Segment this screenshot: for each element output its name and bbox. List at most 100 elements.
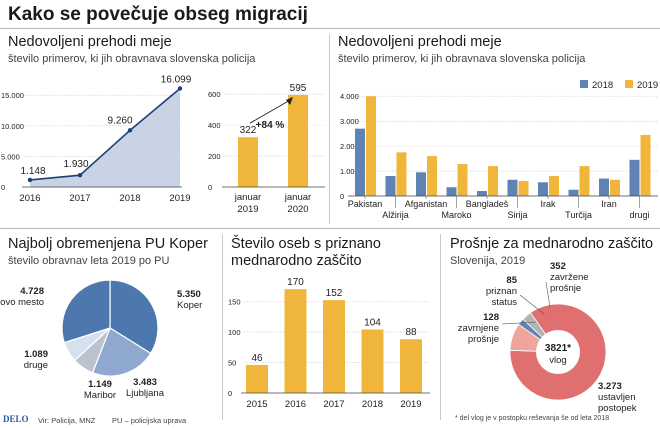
jan-ytick-label: 0 xyxy=(208,183,212,192)
prot-x-label: 2018 xyxy=(362,399,383,410)
countries-x-label: Iran xyxy=(601,199,617,209)
divider-bottom-right xyxy=(440,234,441,420)
line-x-label: 2016 xyxy=(19,193,40,204)
s1-title: Nedovoljeni prehodi meje xyxy=(8,34,172,50)
prot-ytick-label: 100 xyxy=(228,328,241,337)
legend-swatch-2019 xyxy=(625,80,633,88)
countries-bar-2018 xyxy=(416,172,426,196)
prot-bar xyxy=(246,364,268,393)
app-donut-hole xyxy=(536,330,580,374)
countries-bar-2018 xyxy=(629,159,640,196)
countries-x-label: Irak xyxy=(540,199,556,209)
line-data-label: 1.930 xyxy=(63,159,88,170)
pu-value-label: 5.350 xyxy=(177,289,201,300)
countries-ytick-label: 4.000 xyxy=(340,92,359,101)
prot-x-label: 2016 xyxy=(285,399,306,410)
app-text-label: prošnje xyxy=(550,283,581,294)
line-series xyxy=(29,87,181,181)
s1-subtitle: število primerov, ki jih obravnava slove… xyxy=(8,53,256,65)
prot-data-label: 104 xyxy=(364,317,381,328)
app-leader-line xyxy=(545,281,551,308)
countries-ytick-label: 0 xyxy=(340,192,344,201)
app-text-label: prošnje xyxy=(468,334,499,345)
jan-x-label: januar xyxy=(234,192,261,203)
pu-slice xyxy=(91,327,152,377)
pu-name-label: druge xyxy=(24,360,48,371)
countries-x-label: Alžirija xyxy=(382,210,409,220)
chart-protection-bars: 150 100 50 0 46 2015 170 2016 152 2017 104 2018 88 20… xyxy=(228,277,430,410)
app-text-label: status xyxy=(492,297,518,308)
countries-ytick-label: 2.000 xyxy=(340,142,359,151)
line-ytick-label: 15.000 xyxy=(1,91,24,100)
legend-label-2018: 2018 xyxy=(592,80,613,91)
countries-bar-2019 xyxy=(518,181,529,196)
countries-bar-2018 xyxy=(568,189,579,196)
jan-x-label: 2020 xyxy=(287,204,308,215)
app-text-label: zavrnjene xyxy=(458,323,499,334)
line-point xyxy=(77,172,83,178)
countries-bar-2019 xyxy=(640,134,651,196)
pu-name-label: Koper xyxy=(177,300,202,311)
chart-line-area: 15.000 10.000 5.000 0 1.148 2016 1.930 2017 9.26… xyxy=(1,74,192,204)
pu-value-label: 4.728 xyxy=(20,286,44,297)
line-ytick-label: 5.000 xyxy=(1,152,20,161)
line-point xyxy=(127,128,133,133)
app-text-label: postopek xyxy=(598,403,637,414)
jan-bar xyxy=(288,94,308,187)
divider-bottom-left xyxy=(222,234,223,420)
line-data-label: 1.148 xyxy=(20,166,45,177)
prot-bar xyxy=(400,339,422,393)
countries-bar-2019 xyxy=(549,176,559,196)
prot-data-label: 88 xyxy=(405,327,417,338)
countries-bar-2019 xyxy=(427,156,437,196)
countries-bar-2019 xyxy=(366,96,376,196)
countries-bar-2018 xyxy=(446,187,457,196)
top-divider xyxy=(0,28,660,29)
footer-legend: PU – policijska uprava xyxy=(112,416,187,425)
legend-label-2019: 2019 xyxy=(637,80,658,91)
pu-name-label: Ljubljana xyxy=(126,388,165,399)
applications-note: * del vlog je v postopku reševanja še od… xyxy=(455,415,610,422)
s5-title: Prošnje za mednarodno zaščito xyxy=(450,236,654,252)
pu-value-label: 1.149 xyxy=(88,379,112,390)
prot-ytick-label: 150 xyxy=(228,297,241,306)
countries-x-label: Bangladeš xyxy=(466,199,509,209)
main-title: Kako se povečuje obseg migracij xyxy=(8,4,308,25)
countries-x-label: Afganistan xyxy=(405,199,448,209)
prot-data-label: 46 xyxy=(251,353,263,364)
app-value-label: 352 xyxy=(550,261,566,272)
countries-bar-2019 xyxy=(396,152,407,196)
s4-title-line1: Število oseb s priznano xyxy=(231,236,381,252)
line-x-label: 2017 xyxy=(69,193,90,204)
countries-x-label: Maroko xyxy=(441,210,471,220)
s3-subtitle: število obravnav leta 2019 po PU xyxy=(8,255,170,267)
divider-top xyxy=(329,34,330,224)
line-area-fill xyxy=(30,88,180,187)
countries-bar-2018 xyxy=(385,176,396,196)
countries-bar-2018 xyxy=(355,128,365,196)
prot-x-label: 2017 xyxy=(323,399,344,410)
pu-name-label: Novo mesto xyxy=(0,297,44,308)
line-ytick-label: 0 xyxy=(1,183,5,192)
pu-slice xyxy=(61,279,111,344)
jan-bar xyxy=(238,137,258,187)
jan-x-label: januar xyxy=(284,192,311,203)
jan-ytick-label: 400 xyxy=(208,121,221,130)
app-text-label: ustavljen xyxy=(598,392,636,403)
app-value-label: 85 xyxy=(506,275,517,286)
s5-subtitle: Slovenija, 2019 xyxy=(450,255,526,267)
line-ytick-label: 10.000 xyxy=(1,122,24,131)
prot-data-label: 152 xyxy=(326,288,343,299)
jan-data-label: 322 xyxy=(240,125,257,136)
jan-x-label: 2019 xyxy=(237,204,258,215)
line-point xyxy=(177,86,183,91)
jan-change-arrowhead xyxy=(286,96,293,105)
prot-bar xyxy=(323,300,345,393)
app-value-label: 128 xyxy=(483,312,499,323)
countries-bar-2019 xyxy=(488,166,498,196)
countries-bar-2019 xyxy=(610,179,620,196)
brand-logo: DELO xyxy=(3,414,29,424)
countries-bar-2018 xyxy=(507,179,518,196)
line-data-label: 16.099 xyxy=(161,74,192,85)
prot-ytick-label: 0 xyxy=(228,389,232,398)
